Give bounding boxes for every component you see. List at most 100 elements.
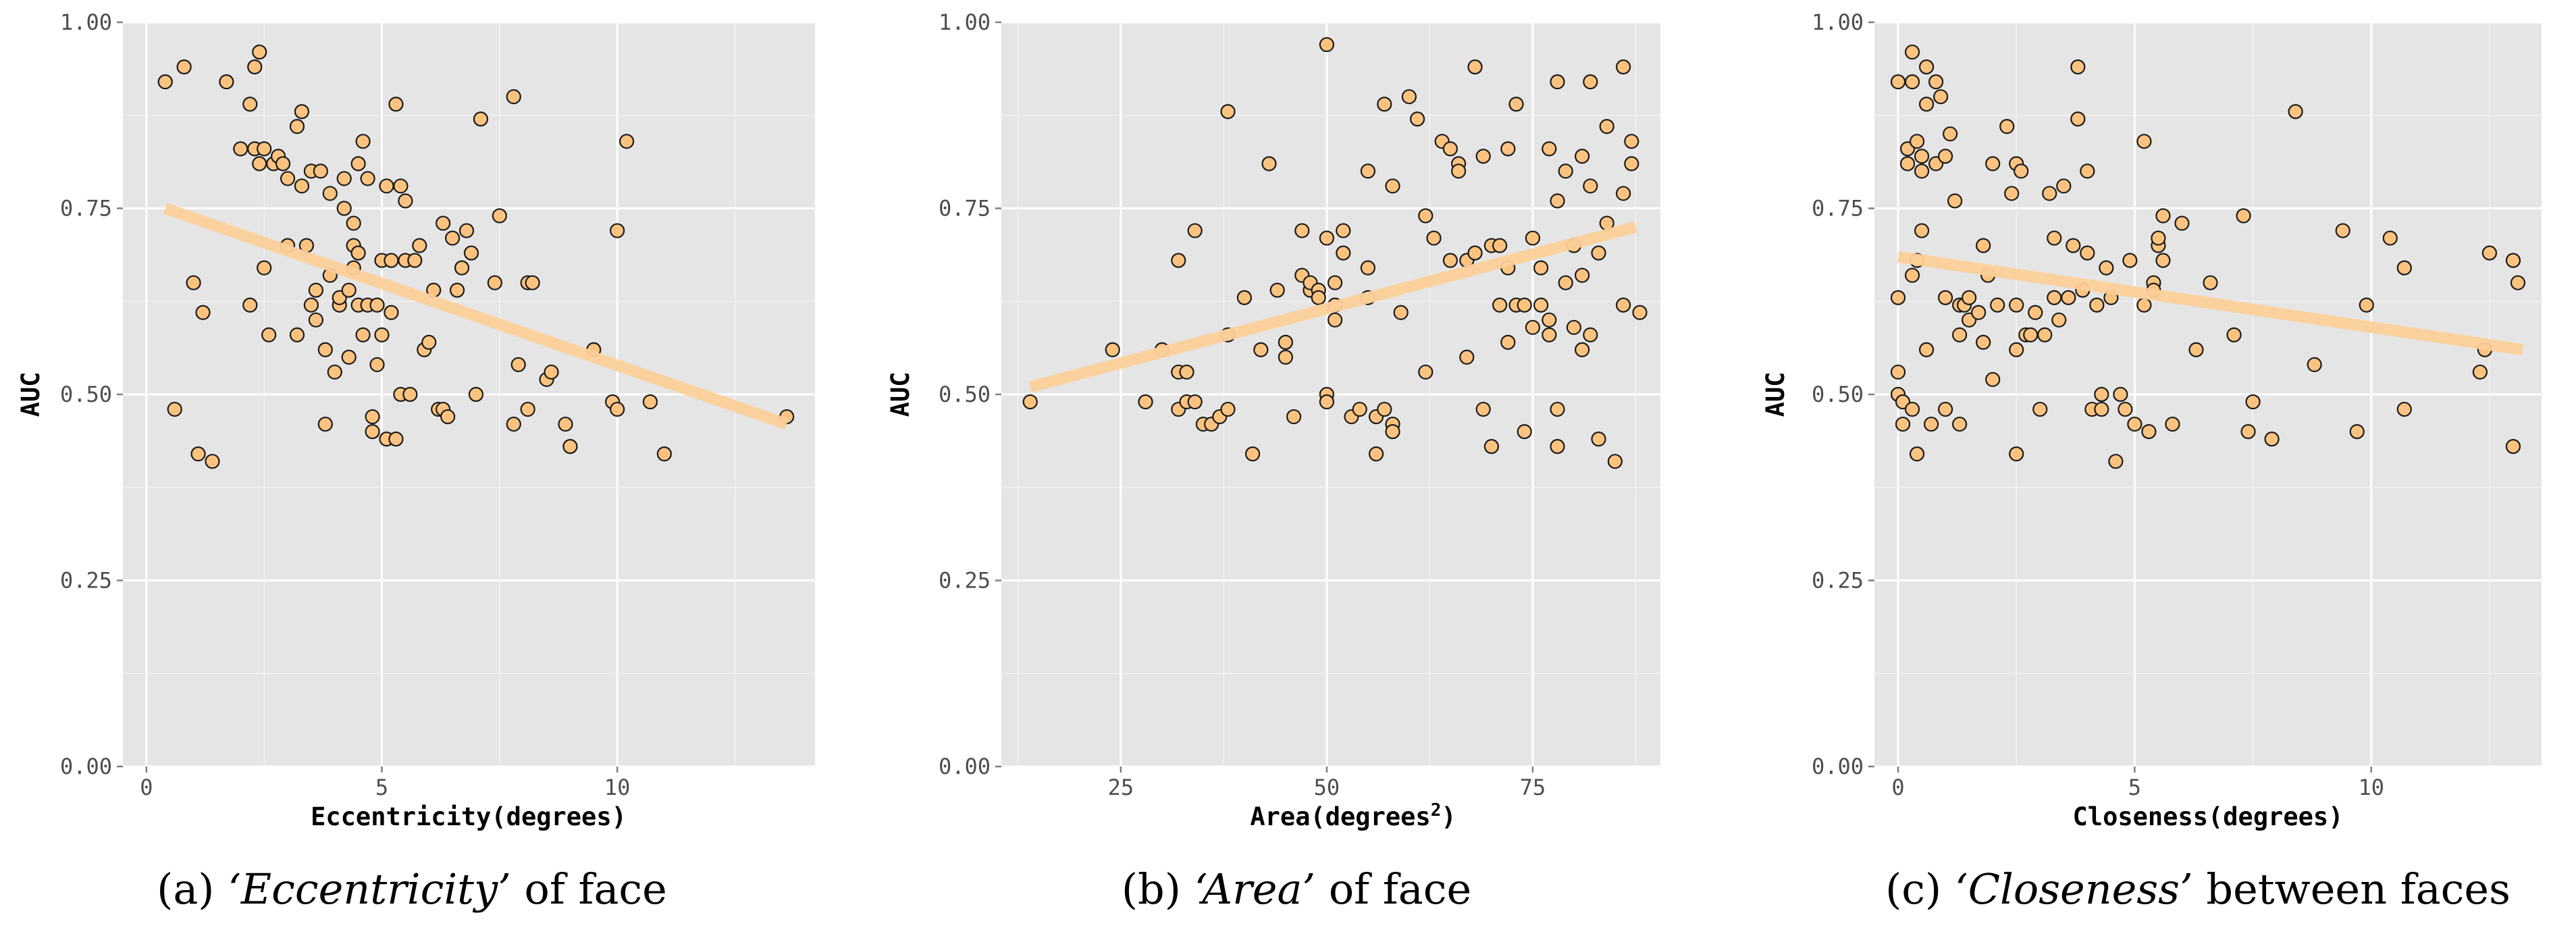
y-tick-label: 0.00 xyxy=(939,754,991,779)
data-point xyxy=(1890,290,1906,305)
data-point xyxy=(1616,186,1631,201)
data-point xyxy=(2245,394,2261,410)
scatter-points xyxy=(157,44,795,469)
data-point xyxy=(1918,59,1935,75)
data-point xyxy=(2510,275,2526,290)
data-point xyxy=(2066,238,2081,253)
x-tick-label: 0 xyxy=(1891,775,1904,800)
data-point xyxy=(280,171,296,186)
data-point xyxy=(1368,446,1384,462)
data-point xyxy=(610,223,625,238)
data-point xyxy=(1467,245,1483,261)
data-point xyxy=(176,59,192,75)
data-point xyxy=(1542,327,1557,342)
data-point xyxy=(1253,342,1269,357)
data-point xyxy=(346,215,361,231)
data-point xyxy=(1952,416,1968,432)
data-point xyxy=(1294,223,1310,238)
x-tick-label: 10 xyxy=(2358,775,2384,800)
data-point xyxy=(1492,297,1508,313)
data-point xyxy=(336,201,352,216)
caption-emphasis: ‘Closeness’ xyxy=(1955,864,2193,914)
data-point xyxy=(463,245,479,261)
data-point xyxy=(252,156,267,172)
data-point xyxy=(1575,342,1590,357)
data-point xyxy=(421,334,437,350)
chart-2: 0.00 0.25 0.50 0.75 1.00 25 50 75 AUC Area(degree… xyxy=(886,9,1660,914)
data-point xyxy=(341,349,357,365)
y-tick-label: 0.00 xyxy=(60,754,112,779)
data-point xyxy=(2009,342,2024,357)
data-point xyxy=(205,454,220,469)
data-point xyxy=(2080,245,2095,261)
data-point xyxy=(2136,297,2152,313)
data-point xyxy=(2004,186,2020,201)
data-point xyxy=(355,327,371,342)
data-point xyxy=(1377,401,1392,417)
data-point xyxy=(1244,446,1261,462)
data-point xyxy=(2009,446,2024,462)
data-point xyxy=(1943,126,1958,142)
data-point xyxy=(2472,364,2488,380)
data-point xyxy=(510,357,526,373)
data-point xyxy=(2061,290,2076,305)
x-axis-title: Area(degrees2) xyxy=(1250,800,1456,831)
data-point xyxy=(186,275,201,290)
data-point xyxy=(2094,401,2109,417)
data-point xyxy=(1442,141,1458,157)
caption-prefix: (b) xyxy=(1122,864,1194,914)
y-tick-label: 0.00 xyxy=(1812,754,1864,779)
data-point xyxy=(1624,134,1639,149)
data-point xyxy=(303,297,319,313)
data-point xyxy=(656,446,672,462)
data-point xyxy=(2481,245,2498,261)
data-point xyxy=(1999,119,2015,134)
data-point xyxy=(2070,59,2086,75)
x-tick-label: 5 xyxy=(375,775,388,800)
data-point xyxy=(369,357,385,373)
data-point xyxy=(506,89,521,105)
caption: (c) ‘Closeness’ between faces xyxy=(1885,864,2511,914)
data-point xyxy=(440,409,456,425)
data-point xyxy=(365,423,380,440)
data-point xyxy=(1928,74,1944,90)
data-point xyxy=(2505,439,2521,454)
x-axis-title: Eccentricity(degrees) xyxy=(311,802,627,831)
data-point xyxy=(1377,97,1392,112)
data-point xyxy=(167,401,182,417)
data-point xyxy=(2236,208,2251,224)
data-point xyxy=(2165,416,2180,432)
data-point xyxy=(2014,163,2029,179)
data-point xyxy=(1278,349,1294,365)
data-point xyxy=(1459,349,1475,365)
data-point xyxy=(190,446,206,462)
y-tick-label: 0.25 xyxy=(939,568,991,594)
data-point xyxy=(219,74,234,90)
y-tick-label: 1.00 xyxy=(939,9,991,35)
data-point xyxy=(1583,327,1598,342)
data-point xyxy=(1385,423,1400,440)
data-point xyxy=(2396,401,2412,417)
data-point xyxy=(2127,416,2143,432)
data-point xyxy=(1393,305,1409,320)
data-point xyxy=(492,208,507,224)
data-point xyxy=(261,327,277,342)
trend-line xyxy=(1897,251,2524,356)
data-point xyxy=(1923,416,1939,432)
data-point xyxy=(1360,163,1376,179)
data-point xyxy=(1442,253,1458,268)
data-point xyxy=(1890,364,1906,380)
data-point xyxy=(2118,401,2133,417)
data-point xyxy=(308,312,323,328)
y-axis-title: AUC xyxy=(886,372,915,417)
data-point xyxy=(2108,454,2124,469)
data-point xyxy=(2028,305,2043,320)
data-point xyxy=(1319,394,1335,410)
data-point xyxy=(2056,178,2072,194)
data-point xyxy=(336,171,352,186)
data-point xyxy=(1575,149,1590,164)
trend-line xyxy=(1028,221,1637,393)
data-point xyxy=(1904,44,1920,60)
data-point xyxy=(317,342,333,357)
data-point xyxy=(1105,342,1120,357)
